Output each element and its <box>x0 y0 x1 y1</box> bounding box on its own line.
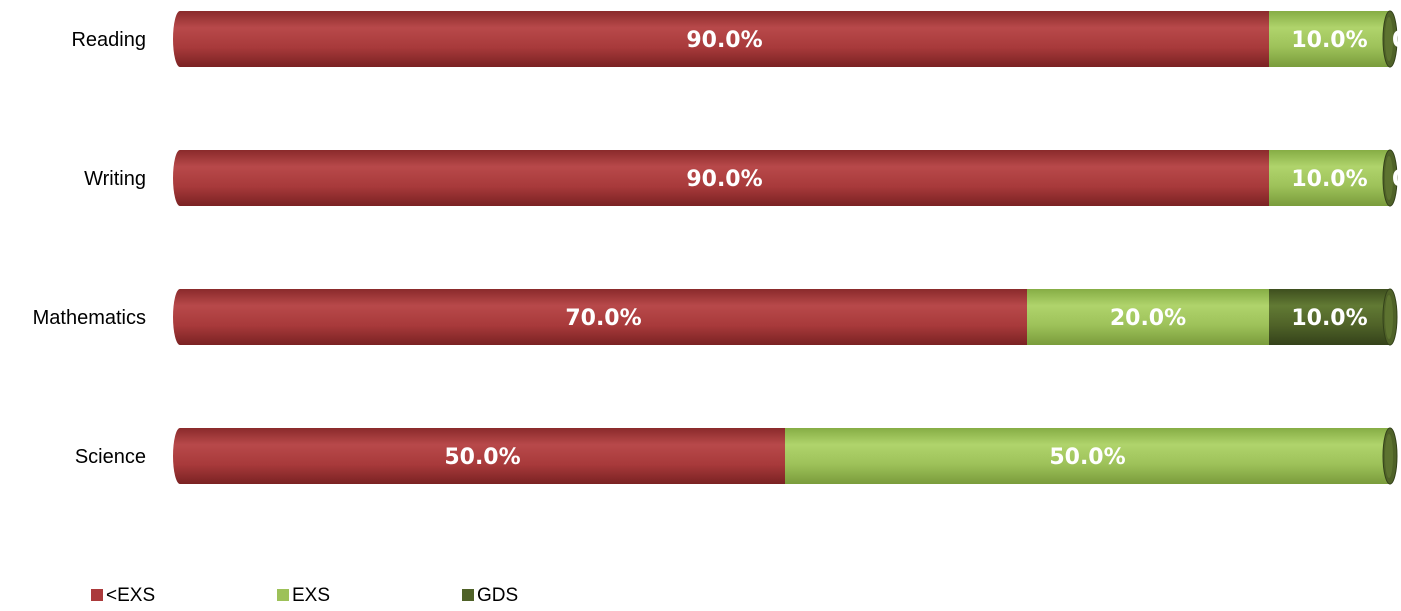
bar-mathematics-exs <box>1027 289 1269 345</box>
data-label-science-below-exs: 50.0% <box>444 445 520 470</box>
data-label-science-exs: 50.0% <box>1049 445 1125 470</box>
data-label-reading-gds: 0.0% <box>1392 28 1401 53</box>
data-label-mathematics-below-exs: 70.0% <box>565 306 641 331</box>
legend-label-below-exs: <EXS <box>106 585 155 606</box>
legend-swatch-exs <box>277 589 289 601</box>
data-label-mathematics-exs: 20.0% <box>1110 306 1186 331</box>
bar-writing-below-exs <box>180 150 1269 206</box>
bar-end-cap-highlight-science <box>1385 434 1393 478</box>
bar-end-cap-highlight-reading <box>1385 17 1393 61</box>
legend-label-exs: EXS <box>292 585 330 606</box>
bar-science-below-exs <box>180 428 785 484</box>
bar-mathematics-gds <box>1269 289 1390 345</box>
category-label-reading: Reading <box>71 29 146 51</box>
bar-mathematics-below-exs <box>180 289 1027 345</box>
data-label-writing-below-exs: 90.0% <box>686 167 762 192</box>
data-label-writing-gds: 0.0% <box>1392 167 1401 192</box>
data-label-writing-exs: 10.0% <box>1291 167 1367 192</box>
legend-swatch-gds <box>462 589 474 601</box>
legend-label-gds: GDS <box>477 585 518 606</box>
bar-reading-exs <box>1269 11 1390 67</box>
legend-swatch-below-exs <box>91 589 103 601</box>
bar-end-cap-highlight-mathematics <box>1385 295 1393 339</box>
bar-end-cap-highlight-writing <box>1385 156 1393 200</box>
bar-science-exs <box>785 428 1390 484</box>
category-label-writing: Writing <box>84 168 146 190</box>
bar-reading-below-exs <box>180 11 1269 67</box>
category-label-mathematics: Mathematics <box>33 307 146 329</box>
bar-writing-exs <box>1269 150 1390 206</box>
data-label-mathematics-gds: 10.0% <box>1291 306 1367 331</box>
category-label-science: Science <box>75 446 146 468</box>
data-label-reading-exs: 10.0% <box>1291 28 1367 53</box>
data-label-reading-below-exs: 90.0% <box>686 28 762 53</box>
